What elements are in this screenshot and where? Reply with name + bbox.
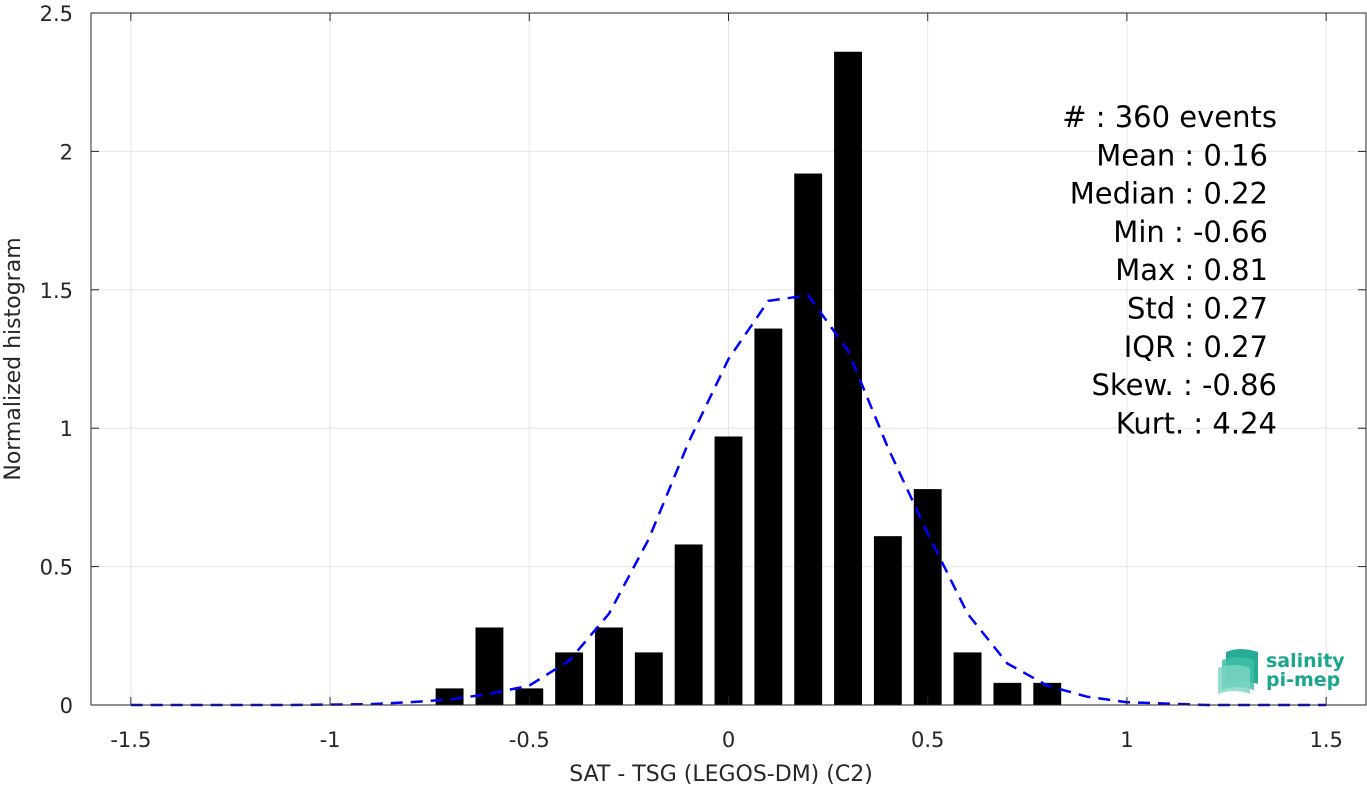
histogram-bar: [634, 652, 663, 705]
stat-line: IQR : 0.27: [1124, 330, 1268, 364]
histogram-bar: [714, 436, 743, 705]
histogram-bar: [1033, 682, 1062, 705]
histogram-bar: [595, 627, 623, 705]
x-tick-label: 1: [1120, 728, 1133, 752]
y-tick-label: 0.5: [40, 556, 73, 580]
x-tick-label: 0.5: [911, 728, 944, 752]
histogram-bar: [913, 489, 942, 705]
stat-line: # : 360 events: [1062, 100, 1277, 134]
histogram-bars: [435, 51, 1062, 705]
x-tick-label: 0: [722, 728, 735, 752]
y-tick-label: 2.5: [40, 2, 73, 26]
stat-line: Std : 0.27: [1127, 292, 1268, 326]
histogram-bar: [873, 536, 902, 705]
histogram-bar: [475, 627, 504, 705]
logo-line-1: salinity: [1266, 650, 1345, 672]
histogram-bar: [993, 682, 1022, 705]
y-axis-label: Normalized histogram: [1, 237, 26, 480]
x-tick-label: -1: [320, 728, 341, 752]
histogram-bar: [794, 173, 823, 705]
histogram-bar: [953, 652, 982, 705]
y-axis-ticks: 0 0.5 1 1.5 2 2.5: [40, 2, 1366, 718]
histogram-bar: [515, 688, 544, 705]
stat-line: Mean : 0.16: [1096, 138, 1268, 172]
y-tick-label: 1.5: [40, 279, 73, 303]
stat-line: Min : -0.66: [1113, 215, 1268, 249]
stat-line: Skew. : -0.86: [1091, 368, 1277, 402]
gaussian-fit-curve: [130, 293, 1327, 707]
x-tick-label: -1.5: [110, 728, 151, 752]
y-tick-label: 0: [60, 694, 73, 718]
histogram-bar: [674, 544, 703, 705]
stat-line: Max : 0.81: [1115, 253, 1268, 287]
x-tick-label: 1.5: [1309, 728, 1342, 752]
x-tick-label: -0.5: [509, 728, 550, 752]
x-axis-ticks: -1.5 -1 -0.5 0 0.5 1 1.5: [110, 13, 1343, 752]
x-axis-label: SAT - TSG (LEGOS-DM) (C2): [569, 762, 873, 785]
stat-line: Median : 0.22: [1070, 177, 1268, 211]
y-tick-label: 1: [60, 417, 73, 441]
y-tick-label: 2: [60, 140, 73, 164]
histogram-bar: [834, 51, 862, 705]
salinity-pi-mep-logo: salinity pi-mep: [1218, 649, 1345, 694]
waves-icon: [1218, 649, 1258, 694]
stat-line: Kurt. : 4.24: [1116, 406, 1277, 440]
statistics-annotation: # : 360 events Mean : 0.16 Median : 0.22 Mi…: [1062, 100, 1277, 440]
logo-line-2: pi-mep: [1266, 669, 1340, 691]
histogram-bar: [754, 328, 783, 705]
histogram-bar: [435, 688, 464, 705]
